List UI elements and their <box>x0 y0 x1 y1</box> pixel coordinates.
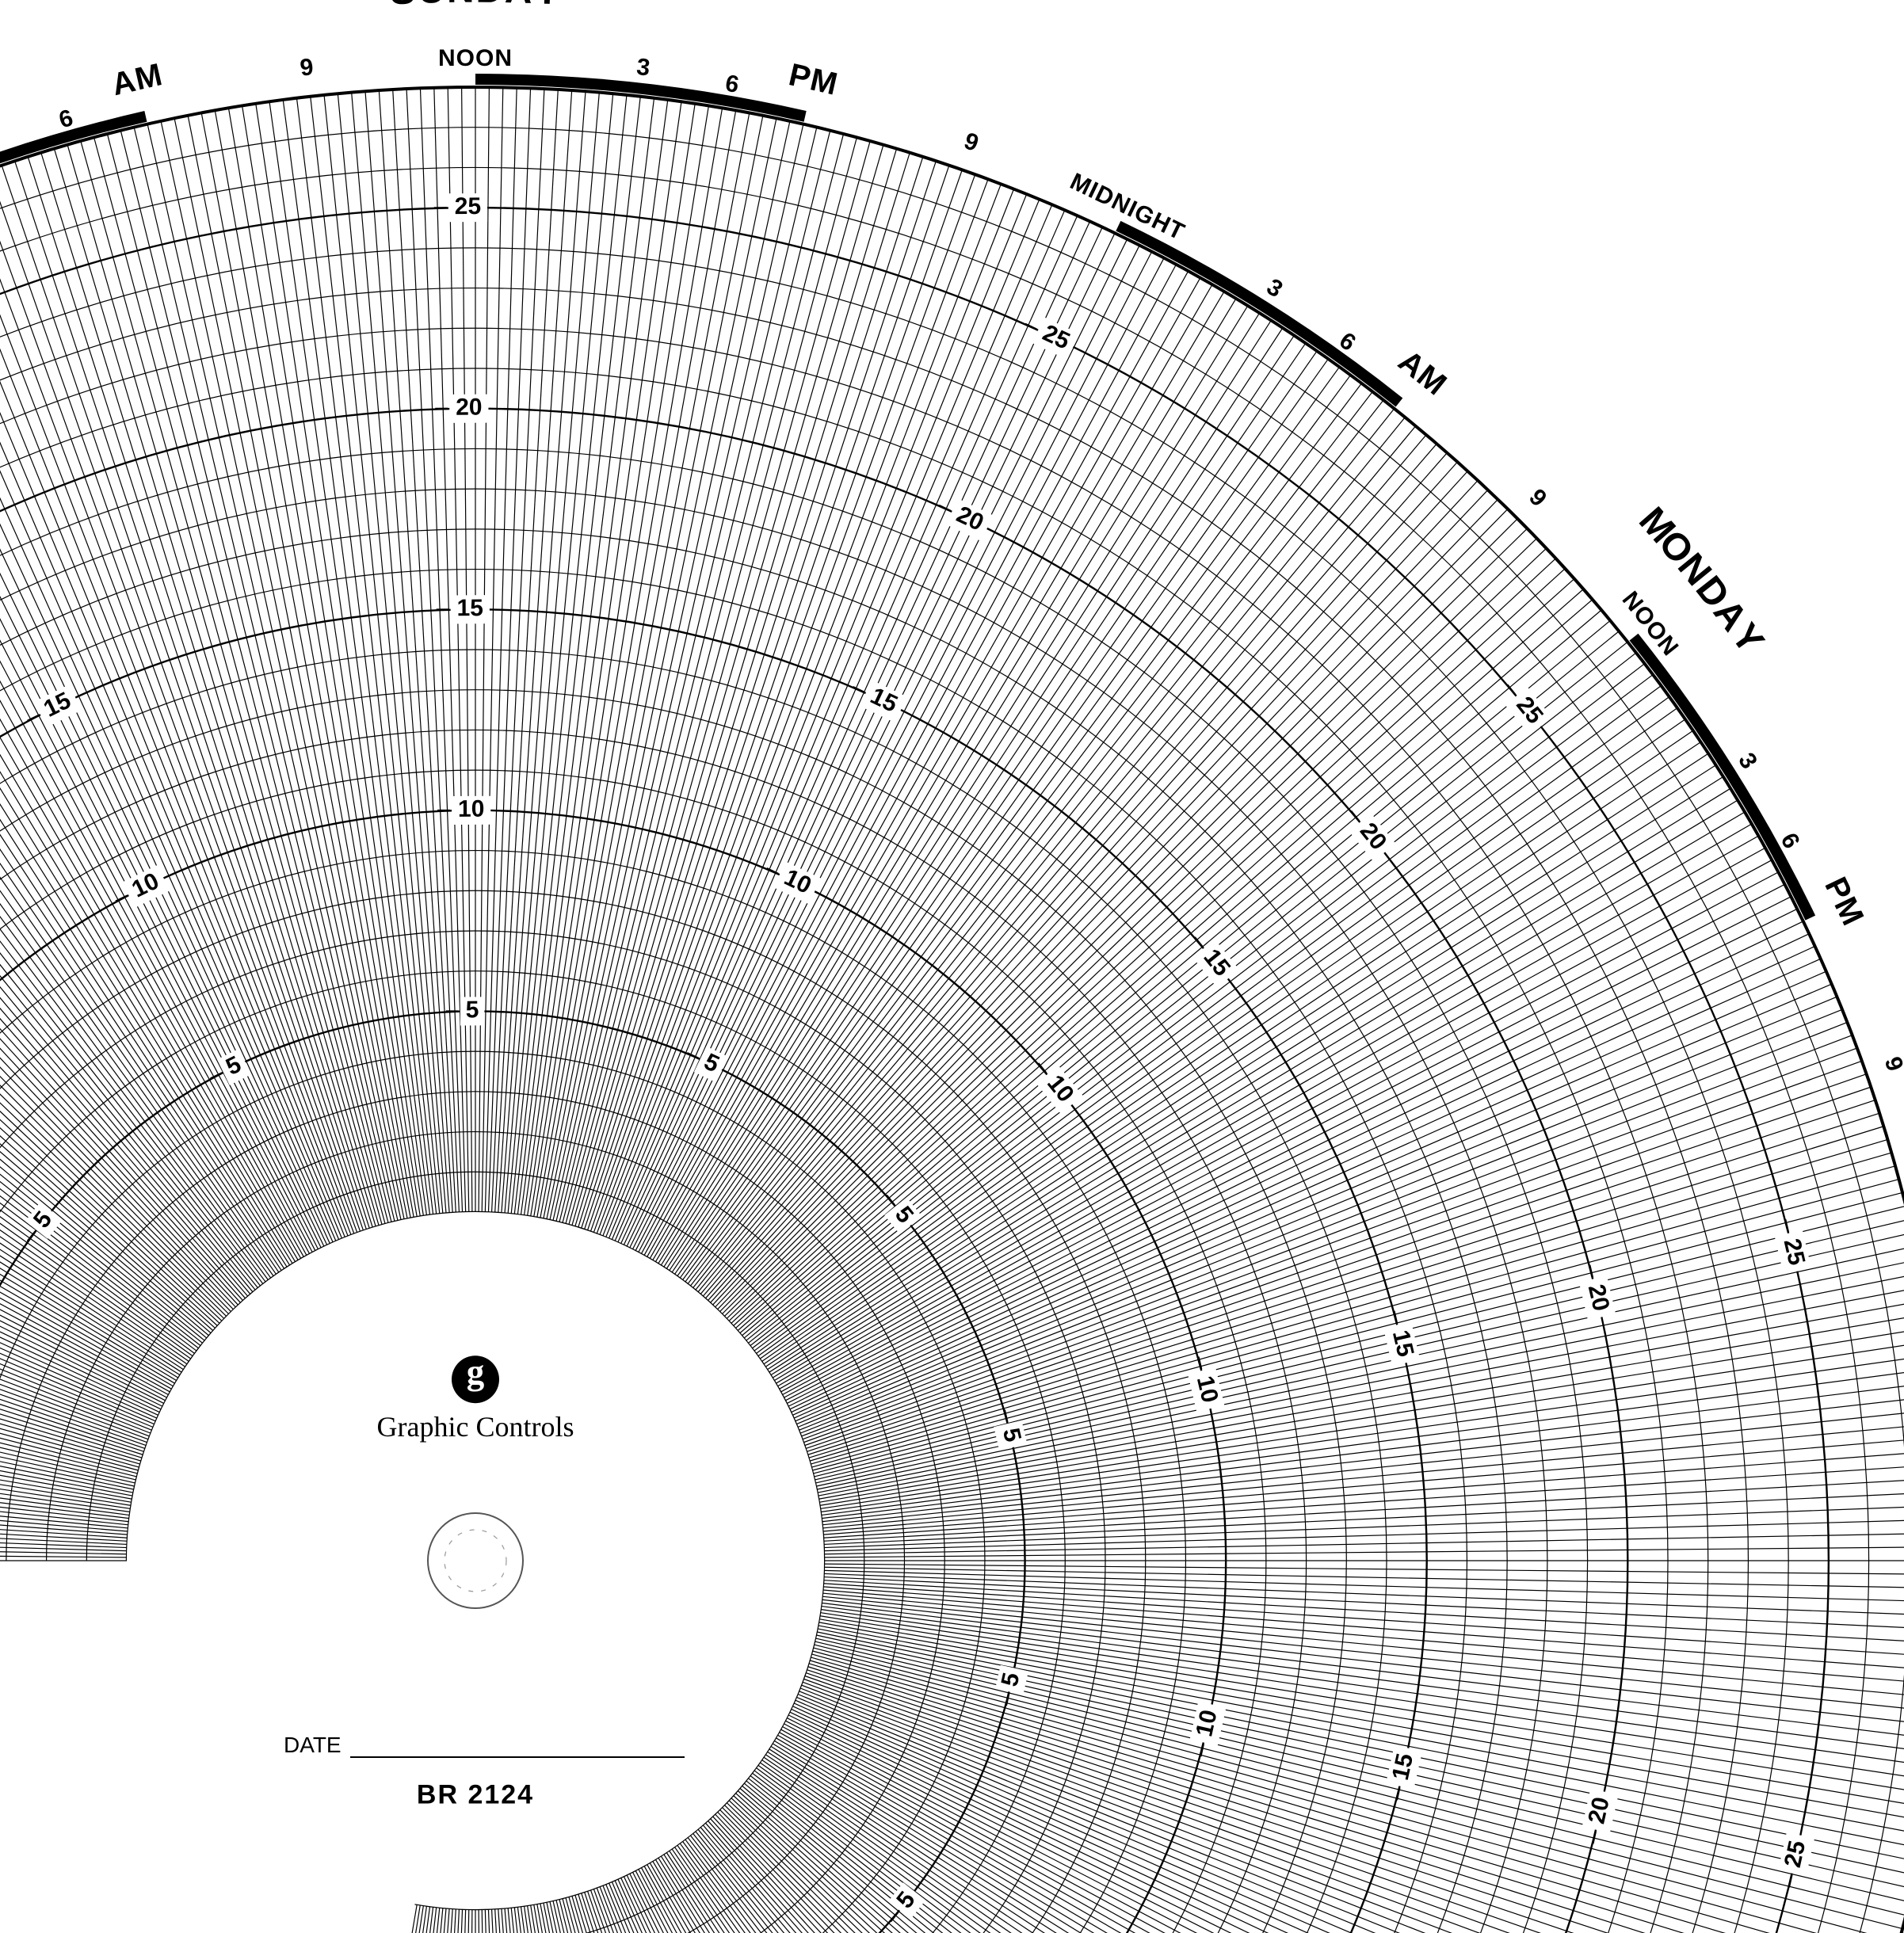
value-label: 20 <box>1583 1794 1614 1826</box>
value-label: 15 <box>1387 1751 1418 1782</box>
hour-tick-9: 9 <box>1879 1054 1904 1076</box>
value-label: 15 <box>456 595 483 621</box>
hour-tick-6: 6 <box>723 71 742 99</box>
day-label-char: N <box>447 0 475 11</box>
day-label-char: U <box>418 0 447 12</box>
hour-tick-pm: PM <box>1818 872 1871 932</box>
hour-tick-9: 9 <box>299 54 315 82</box>
hour-tick-noon: NOON <box>438 45 513 71</box>
value-label: 25 <box>455 193 482 219</box>
value-label: 10 <box>1191 1707 1222 1739</box>
day-label-char: Y <box>534 0 562 13</box>
day-label-char: A <box>504 0 533 12</box>
hour-tick-9: 9 <box>1524 484 1552 513</box>
day-label-char: S <box>389 0 417 13</box>
value-label: 20 <box>456 395 483 421</box>
value-label: 25 <box>1780 1838 1811 1870</box>
day-label-char: D <box>475 0 504 11</box>
value-label: 10 <box>458 796 485 822</box>
value-label: 5 <box>466 997 479 1023</box>
date-label: DATE <box>284 1733 341 1757</box>
hour-tick-pm: PM <box>786 57 841 102</box>
hour-tick-3: 3 <box>1733 749 1762 775</box>
model-number: BR 2124 <box>417 1780 534 1810</box>
brand-name: Graphic Controls <box>377 1411 574 1443</box>
hour-tick-am: AM <box>1392 344 1454 402</box>
hour-tick-3: 3 <box>635 54 652 82</box>
hour-tick-am: AM <box>109 57 166 102</box>
brand-logo-letter: g <box>467 1352 485 1392</box>
hour-tick-6: 6 <box>56 105 77 134</box>
circular-chart: MIDNIGHT3AM69NOON3PM69MIDNIGHT3AM69NOON3… <box>0 0 1904 1933</box>
hour-tick-3: 3 <box>1262 273 1288 303</box>
hour-tick-9: 9 <box>961 128 983 157</box>
